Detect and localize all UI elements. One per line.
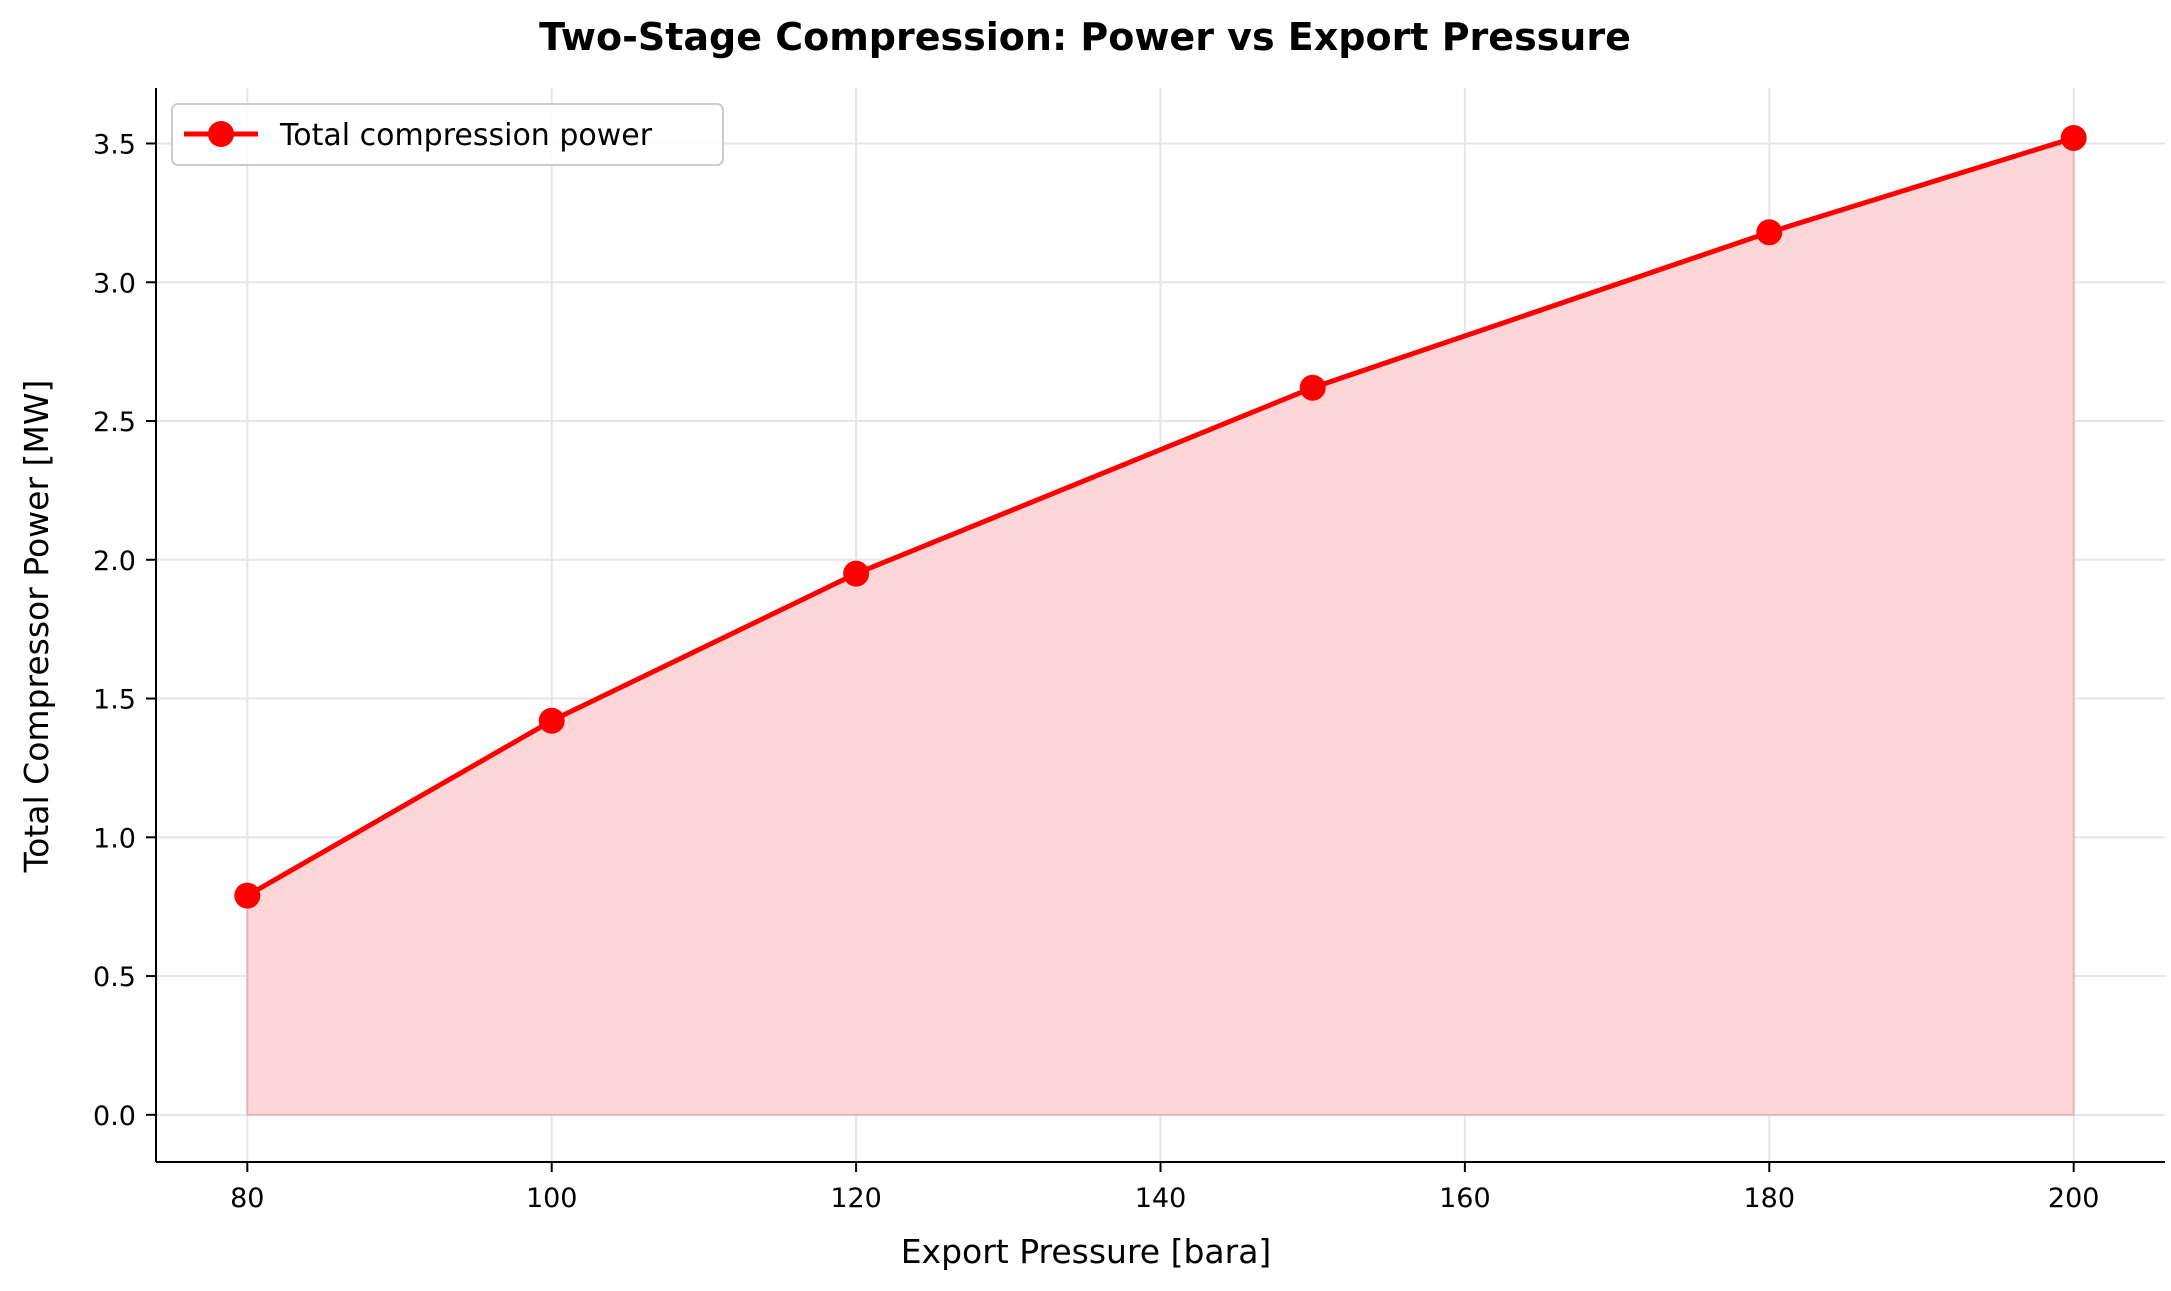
y-axis-label: Total Compressor Power [MW] — [17, 380, 56, 874]
ticks-layer: 80 100 120 140 160 180 200 0.0 0.5 1.0 1.5 2.0 2.5 3.… — [93, 130, 2099, 1214]
y-tick-label: 1.5 — [93, 685, 136, 716]
y-tick-label: 1.0 — [93, 823, 136, 854]
legend: Total compression power — [171, 103, 724, 166]
series-line-total-compression-power — [244, 135, 2077, 899]
y-tick-label: 2.0 — [93, 546, 136, 577]
x-tick-label: 140 — [1135, 1183, 1187, 1214]
x-tick-label: 180 — [1744, 1183, 1796, 1214]
x-tick-label: 120 — [830, 1183, 882, 1214]
y-tick-label: 3.5 — [93, 130, 136, 161]
legend-marker-sample — [208, 121, 234, 147]
series-layer — [234, 124, 2087, 909]
y-tick-label: 0.0 — [93, 1101, 136, 1132]
y-tick-label: 3.0 — [93, 268, 136, 299]
data-point — [1756, 219, 1783, 246]
legend-label: Total compression power — [279, 118, 653, 153]
chart-title: Two-Stage Compression: Power vs Export P… — [539, 15, 1631, 59]
data-point — [843, 560, 870, 587]
x-tick-label: 200 — [2048, 1183, 2100, 1214]
data-point — [538, 707, 565, 734]
x-tick-label: 160 — [1439, 1183, 1491, 1214]
data-point — [2060, 124, 2087, 151]
y-tick-label: 2.5 — [93, 407, 136, 438]
x-tick-label: 100 — [526, 1183, 578, 1214]
y-tick-label: 0.5 — [93, 962, 136, 993]
legend-box — [171, 103, 724, 166]
data-point — [234, 882, 261, 909]
data-point — [1299, 374, 1326, 401]
x-axis-label: Export Pressure [bara] — [901, 1232, 1272, 1271]
x-tick-label: 80 — [230, 1183, 264, 1214]
